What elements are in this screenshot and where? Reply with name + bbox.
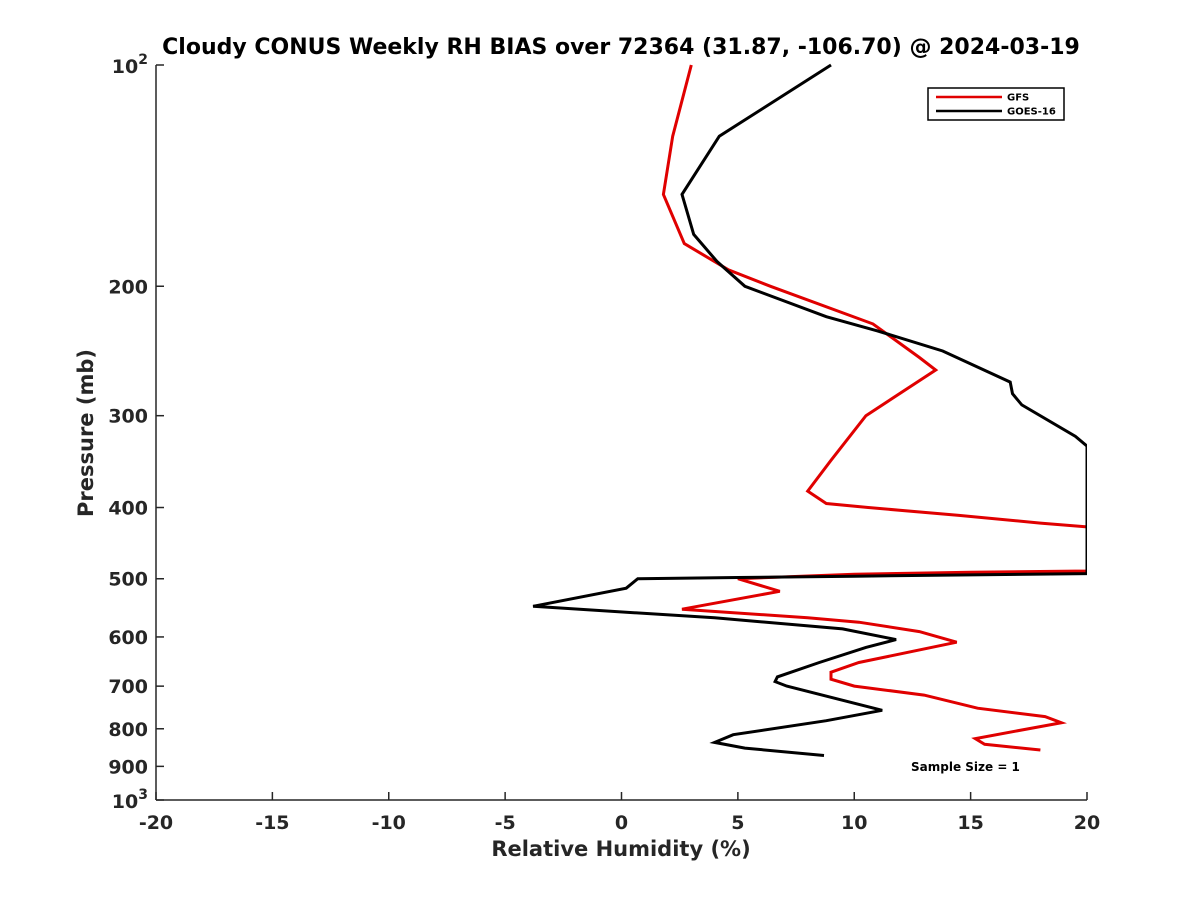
x-tick-label: 0: [615, 812, 628, 834]
legend-label-goes16: GOES-16: [1007, 107, 1056, 118]
y-tick-label: 600: [108, 627, 148, 649]
x-axis-title: Relative Humidity (%): [491, 837, 750, 861]
y-tick-label: 300: [108, 406, 148, 428]
y-axis-title: Pressure (mb): [74, 349, 98, 517]
y-tick-label: 102: [112, 52, 148, 78]
y-tick-label: 200: [108, 276, 148, 298]
x-tick-label: 20: [1074, 812, 1100, 834]
series-line-goes16: [532, 63, 1087, 757]
x-tick-label: -20: [139, 812, 173, 834]
y-tick-base: 10: [112, 791, 138, 813]
y-tick-label: 103: [112, 787, 148, 813]
y-tick-label: 800: [108, 719, 148, 741]
x-axis-ticks: -20 -15 -10 -5 0 5 10 15 20: [139, 792, 1100, 834]
y-tick-label: 900: [108, 756, 148, 778]
y-tick-exponent: 3: [138, 787, 148, 803]
chart-title: Cloudy CONUS Weekly RH BIAS over 72364 (…: [162, 35, 1080, 60]
x-tick-label: 5: [731, 812, 744, 834]
plot-lines: [532, 63, 1087, 757]
sample-size-note: Sample Size = 1: [911, 760, 1020, 774]
x-tick-label: 15: [957, 812, 983, 834]
x-tick-label: 10: [841, 812, 867, 834]
legend: GFS GOES-16: [927, 87, 1065, 121]
y-tick-label: 500: [108, 569, 148, 591]
y-tick-label: 400: [108, 498, 148, 520]
x-tick-label: -5: [495, 812, 516, 834]
y-tick-exponent: 2: [138, 52, 148, 68]
legend-box: [927, 87, 1065, 121]
series-line-gfs: [661, 64, 1087, 752]
x-tick-label: -10: [372, 812, 406, 834]
y-tick-label: 700: [108, 676, 148, 698]
legend-label-gfs: GFS: [1007, 93, 1029, 104]
y-tick-base: 10: [112, 56, 138, 78]
x-tick-label: -15: [255, 812, 289, 834]
